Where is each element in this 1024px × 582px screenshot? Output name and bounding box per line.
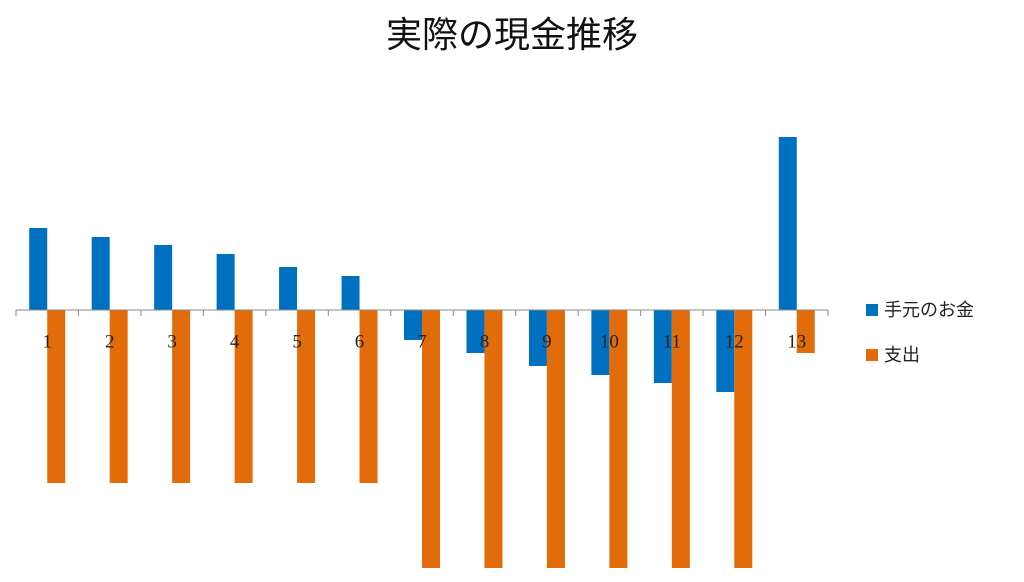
bar [591,310,610,375]
bar [109,310,128,483]
bar [91,237,110,310]
legend-swatch [866,349,878,361]
x-tick-label: 10 [600,331,619,352]
bar [341,276,360,310]
bar [778,137,797,310]
x-tick-label: 5 [292,331,302,352]
x-tick-label: 12 [725,331,744,352]
bar [359,310,378,483]
bar [172,310,191,483]
bar [716,310,735,392]
bar [279,267,298,310]
bar [546,310,565,568]
bar [297,310,316,483]
x-tick-label: 13 [787,331,806,352]
x-tick-label: 2 [105,331,115,352]
x-tick-label: 1 [42,331,52,352]
x-tick-label: 7 [417,331,427,352]
chart-title: 実際の現金推移 [386,15,638,56]
bar [653,310,672,383]
x-tick-label: 11 [663,331,681,352]
bar [216,254,235,310]
legend-swatch [866,304,878,316]
bar [404,310,422,340]
bar [234,310,253,483]
x-tick-label: 4 [230,331,240,352]
x-tick-label: 8 [480,331,490,352]
x-tick-label: 3 [167,331,177,352]
bar [484,310,503,568]
legend-label: 手元のお金 [884,300,974,321]
bar [734,310,753,568]
x-tick-label: 6 [355,331,365,352]
bar [528,310,547,366]
bar [671,310,690,568]
bar [29,228,48,310]
bar [422,310,440,568]
x-tick-label: 9 [542,331,552,352]
bar [466,310,485,353]
bar [609,310,628,568]
bar [796,310,815,353]
bar [47,310,66,483]
legend-label: 支出 [884,345,920,366]
bar [154,245,173,310]
